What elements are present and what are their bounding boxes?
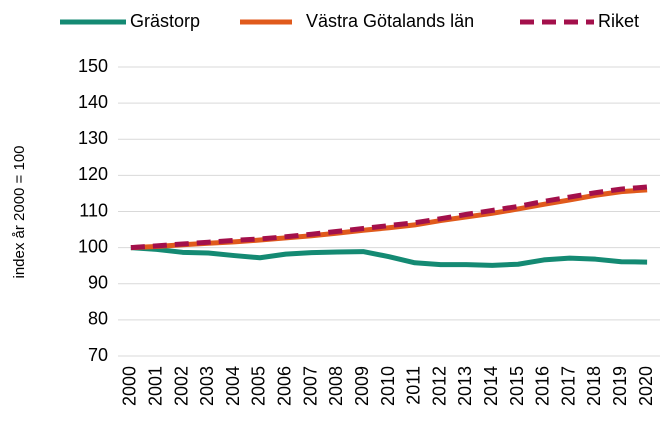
x-tick-label: 2007: [300, 366, 320, 406]
x-tick-label: 2005: [249, 366, 269, 406]
data-line: [130, 184, 648, 251]
x-tick-label: 2016: [533, 366, 553, 406]
x-tick-label: 2006: [275, 366, 295, 406]
y-tick-label: 90: [88, 273, 108, 293]
legend-label: Grästorp: [130, 11, 200, 31]
y-tick-label: 80: [88, 309, 108, 329]
x-tick-label: 2020: [636, 366, 656, 406]
x-tick-label: 2004: [223, 366, 243, 406]
x-tick-label: 2010: [378, 366, 398, 406]
y-tick-label: 140: [78, 92, 108, 112]
x-tick-label: 2011: [404, 366, 424, 405]
y-tick-label: 100: [78, 236, 108, 256]
x-tick-label: 2008: [326, 366, 346, 406]
x-tick-label: 2015: [507, 366, 527, 406]
y-tick-label: 70: [88, 345, 108, 365]
x-tick-label: 2013: [455, 366, 475, 406]
y-tick-label: 120: [78, 164, 108, 184]
x-tick-label: 2000: [120, 366, 140, 406]
legend-label: Västra Götalands län: [306, 11, 474, 31]
legend-label: Riket: [598, 11, 639, 31]
x-tick-label: 2018: [584, 366, 604, 406]
y-axis-label: index år 2000 = 100: [11, 145, 28, 278]
x-tick-label: 2017: [558, 366, 578, 406]
x-tick-label: 2001: [145, 366, 165, 406]
x-tick-label: 2012: [429, 366, 449, 406]
data-line: [130, 187, 648, 251]
data-line: [130, 245, 648, 268]
y-tick-label: 130: [78, 128, 108, 148]
x-tick-label: 2003: [197, 366, 217, 406]
x-tick-label: 2002: [171, 366, 191, 406]
x-tick-label: 2009: [352, 366, 372, 406]
x-tick-label: 2019: [610, 366, 630, 406]
x-tick-label: 2014: [481, 366, 501, 406]
y-tick-label: 150: [78, 56, 108, 76]
y-tick-label: 110: [79, 200, 108, 220]
